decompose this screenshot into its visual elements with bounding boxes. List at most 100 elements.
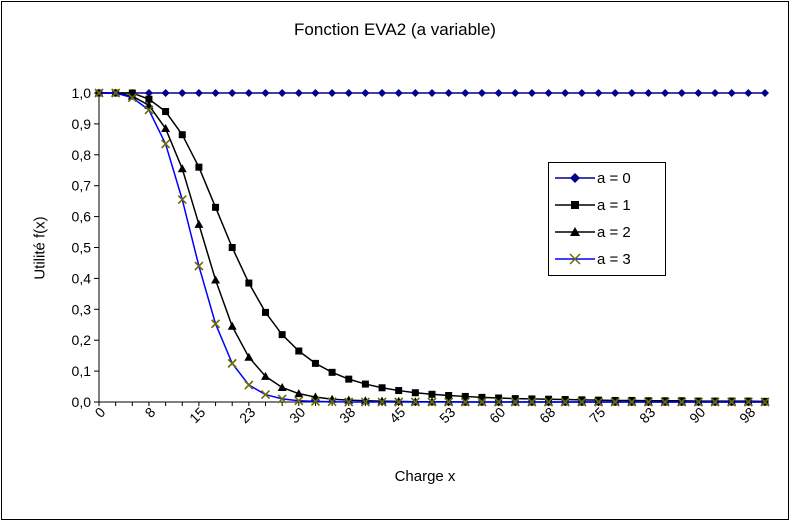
data-point-diamond [744,89,753,97]
x-mark-stroke [627,397,637,407]
data-point-x [643,397,654,407]
data-point-x [660,397,670,407]
data-point-diamond [394,89,403,97]
data-point-x [227,358,237,368]
x-mark-stroke [460,397,470,407]
x-mark-stroke [360,397,370,407]
data-point-diamond [211,89,220,97]
legend-label: a = 3 [597,251,631,268]
data-point-x [477,397,487,407]
x-tick-label: 53 [436,404,458,426]
legend-swatch-x [555,253,595,265]
data-point-diamond [644,89,653,97]
y-tick-label: 0,7 [72,178,92,194]
data-point-x [144,105,154,115]
x-mark-stroke [410,397,420,407]
data-point-diamond [627,89,636,97]
data-point-x [277,394,287,404]
x-tick-label: 98 [736,404,758,426]
x-mark-stroke [377,397,387,407]
y-tick-label: 0,4 [72,270,92,286]
y-tick-label: 0,9 [72,116,92,132]
x-mark-stroke [577,397,587,407]
x-mark-stroke [260,390,271,400]
data-point-square [295,347,303,355]
x-tick-label: 23 [236,404,258,426]
data-point-diamond [511,89,520,97]
x-mark-stroke [427,397,437,407]
data-point-x [593,397,604,407]
y-axis-label: Utilité f(x) [31,216,49,280]
x-mark-stroke [610,397,620,407]
data-point-diamond [244,89,253,97]
x-mark-stroke [94,88,104,98]
x-mark-stroke [144,105,154,115]
y-tick-label: 0,5 [72,240,92,256]
x-tick-label: 30 [286,404,308,426]
x-tick-label: 90 [686,404,708,426]
x-mark-stroke [560,397,570,407]
data-point-triangle [211,275,221,284]
data-point-triangle [244,352,254,361]
x-mark-stroke [760,397,770,407]
data-point-diamond [527,89,536,97]
legend-label: a = 0 [597,170,631,187]
data-point-triangle [277,382,287,391]
x-mark-stroke [394,397,404,407]
x-mark-stroke [510,397,520,407]
x-mark-stroke [593,397,604,407]
x-mark-stroke [543,397,554,407]
data-point-square [461,392,469,400]
data-point-triangle [227,321,237,330]
chart-title: Fonction EVA2 (a variable) [294,20,496,39]
series-a0 [95,89,769,97]
data-point-diamond [494,89,503,97]
data-point-diamond [144,89,153,97]
series-a3 [94,88,770,407]
data-point-x [693,397,703,407]
x-mark-stroke [111,88,121,98]
data-point-x [710,397,720,407]
x-tick-label: 38 [336,404,358,426]
data-point-x [327,397,337,407]
x-mark-stroke [527,397,537,407]
data-point-square [228,244,236,251]
data-point-diamond [294,89,303,97]
x-tick-label: 68 [536,404,558,426]
data-point-x [260,390,271,400]
data-point-x [760,397,770,407]
data-point-square [262,308,269,316]
x-mark-stroke [227,358,237,368]
data-point-diamond [278,89,287,97]
x-tick-label: 60 [486,404,508,426]
data-point-triangle [294,389,304,398]
data-point-x [677,397,687,407]
data-point-diamond [411,89,420,97]
data-point-square [195,163,203,171]
x-tick-label: 75 [586,404,608,426]
data-point-x [161,139,171,149]
data-point-triangle [194,219,204,228]
data-point-x [444,397,454,407]
data-point-triangle [327,394,337,403]
data-point-x [610,397,620,407]
data-point-diamond [544,89,553,97]
x-mark-stroke [161,139,171,149]
data-point-square [428,390,436,398]
x-mark-stroke [294,396,304,406]
data-point-square [162,108,170,116]
data-point-diamond [178,89,187,97]
data-point-square [411,389,419,397]
x-mark-stroke [210,319,221,329]
data-point-diamond [361,89,370,97]
x-mark-stroke [677,397,687,407]
x-mark-stroke [444,397,454,407]
legend-item-a0: a = 0 [549,167,665,189]
x-tick-label: 15 [186,404,208,426]
data-point-x [743,397,753,407]
data-point-x [244,380,254,390]
x-tick-label: 8 [142,404,159,421]
data-point-diamond [594,89,603,97]
data-point-x [460,397,470,407]
